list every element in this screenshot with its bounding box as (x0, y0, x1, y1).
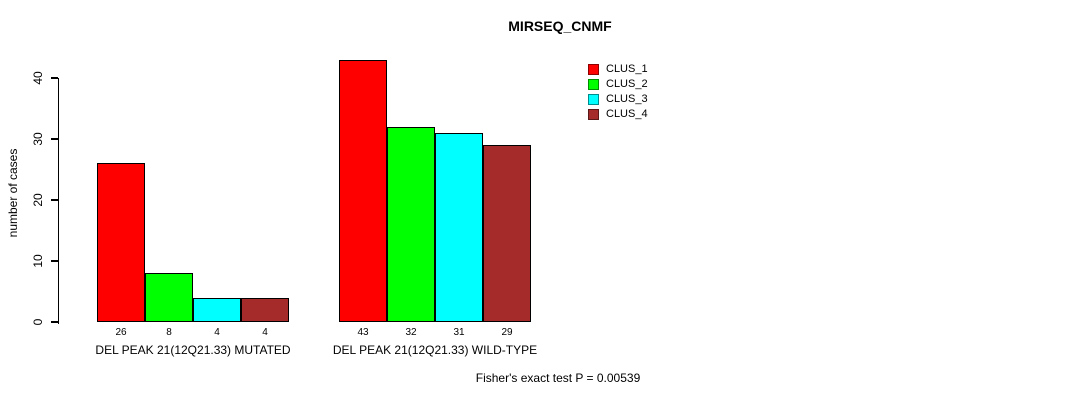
bar-value-label: 31 (453, 327, 465, 338)
y-tick-label: 40 (31, 71, 45, 85)
bar-clus_3-mutated (193, 297, 241, 322)
legend-swatch-clus_4 (588, 109, 599, 120)
category-label: DEL PEAK 21(12Q21.33) WILD-TYPE (332, 343, 538, 357)
y-axis-tick (50, 199, 58, 201)
legend-item: CLUS_2 (588, 77, 648, 92)
bar-value-label: 4 (214, 327, 220, 338)
bar-value-label: 8 (166, 327, 172, 338)
y-axis-line (57, 78, 59, 324)
legend-swatch-clus_1 (588, 64, 599, 75)
y-tick-label: 20 (31, 193, 45, 207)
y-axis-label: number of cases (6, 148, 20, 238)
bar-clus_1-mutated (97, 163, 145, 322)
y-axis-tick (50, 77, 58, 79)
bar-value-label: 26 (115, 327, 127, 338)
fisher-test-annotation: Fisher's exact test P = 0.00539 (475, 371, 641, 385)
bar-value-label: 32 (405, 327, 417, 338)
bar-value-label: 4 (262, 327, 268, 338)
bar-clus_2-mutated (145, 273, 193, 322)
y-axis-tick (50, 260, 58, 262)
bar-value-label: 43 (357, 327, 369, 338)
y-tick-label: 30 (31, 132, 45, 146)
bar-value-label: 29 (501, 327, 513, 338)
bar-clus_1-wild-type (339, 59, 387, 322)
legend-label: CLUS_4 (606, 108, 648, 120)
y-tick-label: 10 (31, 254, 45, 268)
bar-clus_4-wild-type (483, 145, 531, 322)
y-axis-tick (50, 321, 58, 323)
y-axis-tick (50, 138, 58, 140)
legend-label: CLUS_2 (606, 78, 648, 90)
legend-swatch-clus_3 (588, 94, 599, 105)
chart-title: MIRSEQ_CNMF (508, 18, 612, 34)
legend-item: CLUS_4 (588, 107, 648, 122)
legend-item: CLUS_3 (588, 92, 648, 107)
legend-swatch-clus_2 (588, 79, 599, 90)
y-tick-label: 0 (31, 318, 45, 326)
legend: CLUS_1 CLUS_2 CLUS_3 CLUS_4 (588, 62, 648, 122)
legend-label: CLUS_3 (606, 93, 648, 105)
bar-clus_3-wild-type (435, 132, 483, 322)
bar-clus_4-mutated (241, 297, 289, 322)
bar-clus_2-wild-type (387, 126, 435, 322)
category-label: DEL PEAK 21(12Q21.33) MUTATED (95, 343, 291, 357)
legend-item: CLUS_1 (588, 62, 648, 77)
legend-label: CLUS_1 (606, 63, 648, 75)
